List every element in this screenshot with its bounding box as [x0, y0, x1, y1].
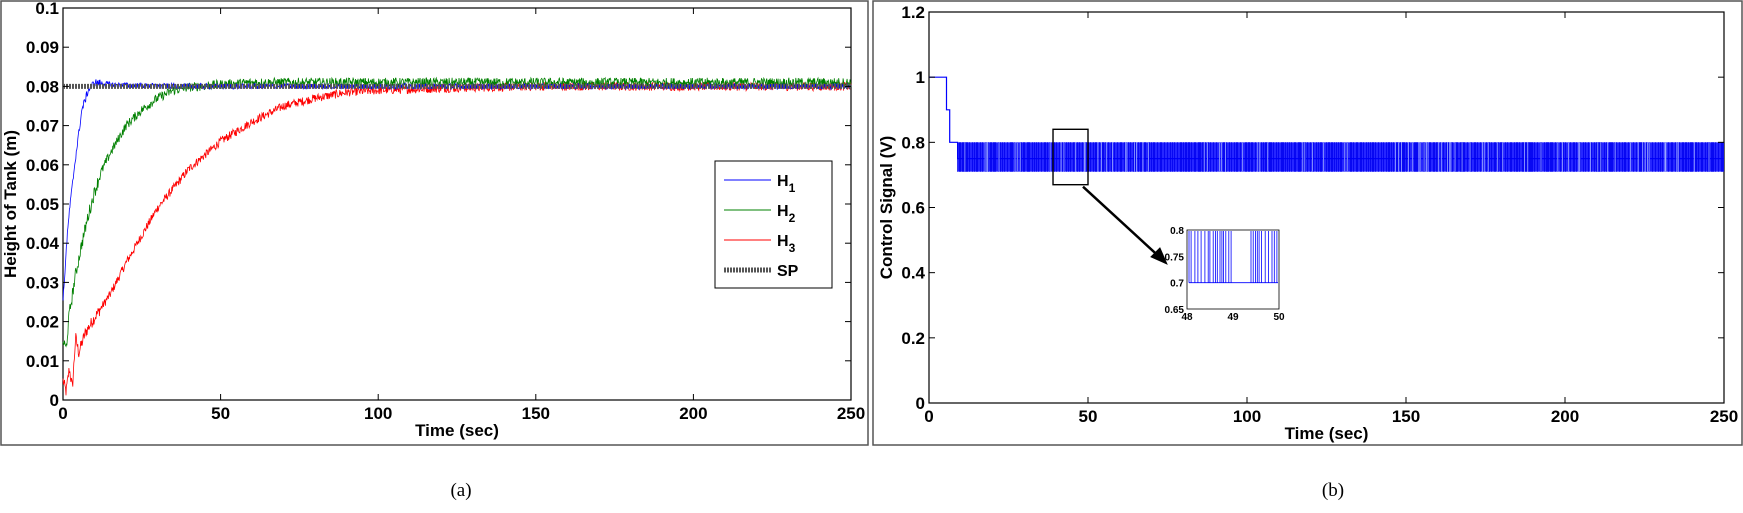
chart-b-caption: (b) — [1322, 480, 1344, 501]
chart-b-zoom-arrow — [1082, 185, 1166, 263]
chart-a-xtick-label: 250 — [837, 404, 865, 423]
chart-b-series — [929, 76, 1724, 172]
chart-a-ticks: 0 50 100 150 200 250 0 0.01 0.02 0.03 0.04 0.05 0.06… — [26, 0, 865, 423]
chart-b-inset-signal — [1188, 231, 1278, 284]
chart-a-caption: (a) — [450, 480, 471, 501]
chart-b-xtick-label: 200 — [1551, 407, 1579, 426]
chart-b-inset-xtick-label: 50 — [1273, 312, 1285, 323]
chart-b-ticks: 0 50 100 150 200 250 0 0.2 0.4 0.6 0.8 1 1.2 — [901, 3, 1738, 426]
chart-b-inset-xtick-label: 49 — [1227, 312, 1239, 323]
chart-b-inset-ytick-label: 0.75 — [1165, 252, 1185, 263]
chart-b-ytick-label: 0.8 — [901, 133, 925, 152]
chart-a-ytick-label: 0.08 — [26, 77, 59, 96]
chart-b-zoom-box — [1052, 128, 1089, 186]
chart-b-inset-ytick-label: 0.8 — [1170, 226, 1184, 237]
chart-b-inset-box — [1186, 229, 1280, 310]
chart-b-xtick-label: 250 — [1710, 407, 1738, 426]
chart-a-legend-subscript: 3 — [789, 241, 796, 255]
chart-b-zoom: 48 49 50 0.65 0.7 0.75 0.8 — [1052, 128, 1285, 323]
chart-b-xlabel: Time (sec) — [1285, 424, 1369, 443]
chart-b-zoom-arrowhead — [1150, 247, 1168, 265]
chart-a-xtick-label: 100 — [364, 404, 392, 423]
chart-b-inset-ytick-label: 0.7 — [1170, 279, 1184, 290]
chart-b-ytick-label: 0.6 — [901, 199, 925, 218]
chart-a-xtick-label: 200 — [679, 404, 707, 423]
chart-a-ytick-label: 0 — [50, 391, 59, 410]
chart-a-ytick-label: 0.09 — [26, 38, 59, 57]
chart-a-legend-subscript: 1 — [789, 181, 796, 195]
chart-b-ytick-label: 1 — [916, 68, 925, 87]
chart-a-ytick-label: 0.03 — [26, 273, 59, 292]
chart-a-series-h2 — [62, 76, 852, 348]
chart-b-xtick-label: 100 — [1233, 407, 1261, 426]
chart-b-xtick-label: 50 — [1079, 407, 1098, 426]
chart-a-ytick-label: 0.06 — [26, 156, 59, 175]
chart-a-ytick-label: 0.02 — [26, 313, 59, 332]
chart-a-ytick-label: 0.04 — [26, 234, 60, 253]
chart-a-ytick-label: 0.05 — [26, 195, 59, 214]
chart-a-legend-box — [714, 160, 833, 289]
chart-a: 0 50 100 150 200 250 0 0.01 0.02 0.03 0.04 0.05 0.06… — [1, 0, 865, 501]
chart-b-inset-xtick-label: 48 — [1181, 312, 1193, 323]
chart-b-switching-gaps — [964, 142, 1710, 172]
chart-b: 0 50 100 150 200 250 0 0.2 0.4 0.6 0.8 1 1.2 Time (s… — [877, 3, 1738, 501]
chart-a-ytick-label: 0.1 — [35, 0, 59, 18]
chart-a-xtick-label: 50 — [211, 404, 230, 423]
chart-b-axes-box — [928, 11, 1725, 404]
chart-b-ytick-label: 1.2 — [901, 3, 925, 22]
chart-a-legend-subscript: 2 — [789, 211, 796, 225]
chart-a-xlabel: Time (sec) — [415, 421, 499, 440]
chart-b-xtick-label: 150 — [1392, 407, 1420, 426]
chart-b-ytick-label: 0 — [916, 394, 925, 413]
chart-a-xtick-label: 0 — [58, 404, 67, 423]
chart-a-xtick-label: 150 — [522, 404, 550, 423]
chart-b-xtick-label: 0 — [924, 407, 933, 426]
chart-a-ytick-label: 0.07 — [26, 117, 59, 136]
chart-b-ytick-label: 0.2 — [901, 329, 925, 348]
panel-a-frame — [0, 0, 869, 446]
chart-b-ylabel: Control Signal (V) — [877, 136, 896, 280]
panel-b-frame — [872, 0, 1743, 446]
chart-b-inset-ytick-label: 0.65 — [1165, 305, 1185, 316]
chart-a-legend-label: SP — [777, 263, 799, 280]
chart-a-ylabel: Height of Tank (m) — [1, 130, 20, 278]
chart-a-series — [62, 76, 852, 396]
chart-a-ytick-label: 0.01 — [26, 352, 59, 371]
chart-b-ytick-label: 0.4 — [901, 264, 925, 283]
